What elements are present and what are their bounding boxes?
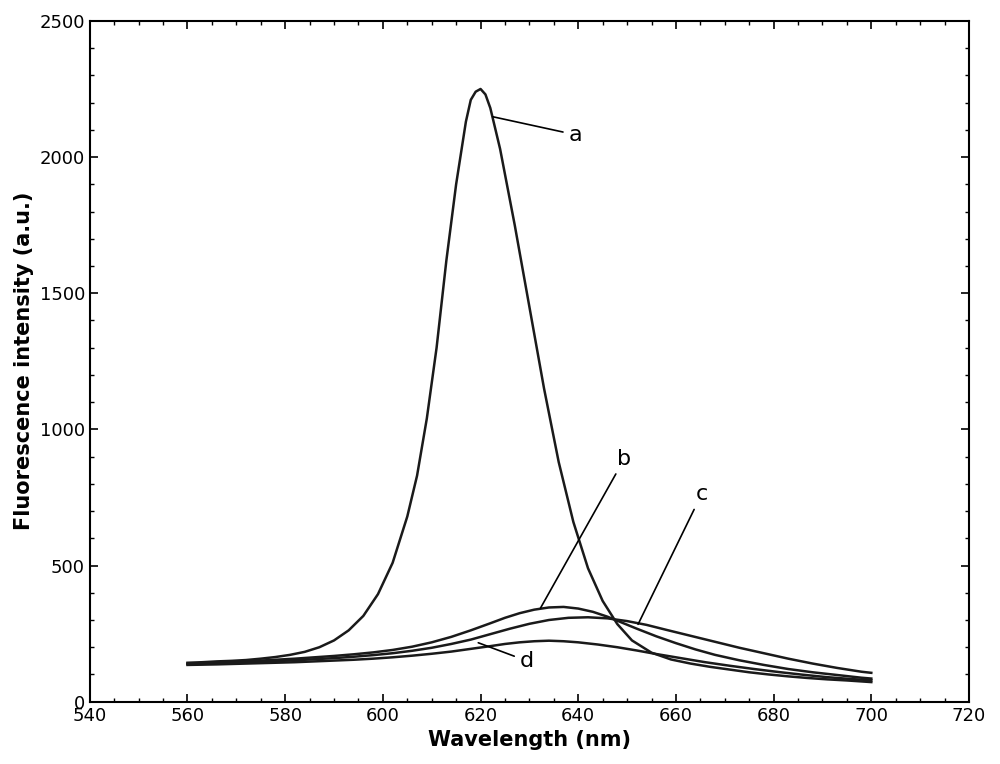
Y-axis label: Fluorescence intensity (a.u.): Fluorescence intensity (a.u.) [14,192,34,530]
X-axis label: Wavelength (nm): Wavelength (nm) [428,730,631,750]
Text: a: a [493,117,582,144]
Text: b: b [541,448,631,608]
Text: c: c [638,484,708,624]
Text: d: d [478,643,534,671]
